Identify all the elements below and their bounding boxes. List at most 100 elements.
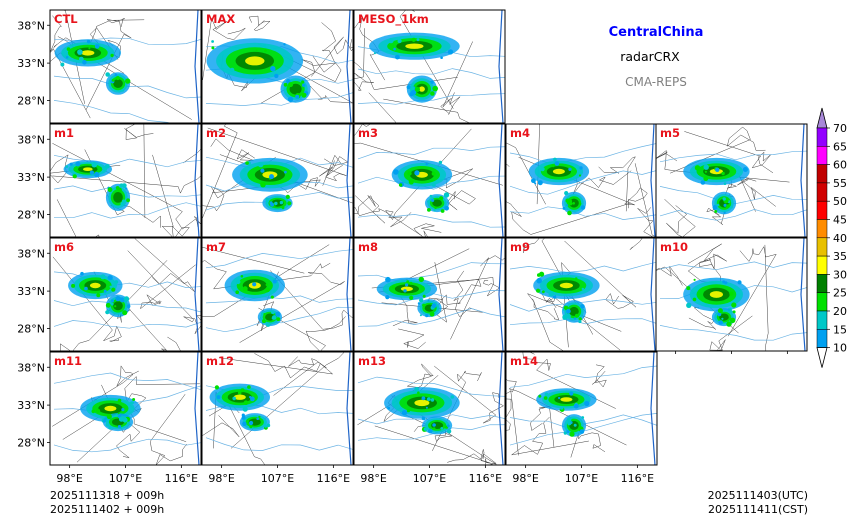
panel-label: m13: [358, 354, 386, 368]
colorbar-swatch: [816, 292, 828, 312]
colorbar-extend-min: [816, 347, 828, 368]
lon-tick-label: 107°E: [565, 472, 598, 485]
panel-frame: [201, 237, 354, 352]
coastline: [650, 124, 656, 237]
panel-label: MAX: [206, 12, 235, 26]
coastline: [346, 10, 352, 123]
rivers: [357, 146, 505, 228]
radar-echo: [391, 160, 453, 190]
radar-echo: [425, 192, 450, 213]
rivers: [205, 249, 353, 333]
lon-tick-label: 107°E: [109, 472, 142, 485]
lat-tick-label: 33°N: [17, 399, 45, 412]
valid-utc-label: 2025111403(UTC): [708, 489, 808, 502]
panel-background: [50, 238, 201, 351]
radar-echo: [369, 32, 460, 60]
map-panel: m10: [655, 237, 808, 354]
colorbar-level-label: 45: [833, 214, 847, 227]
radar-echo: [105, 72, 131, 95]
province-boundaries: [506, 124, 657, 237]
colorbar-swatch: [816, 329, 828, 348]
province-boundaries: [371, 248, 505, 349]
colorbar-level-label: 65: [833, 140, 847, 153]
panel-frame: [353, 9, 506, 124]
colorbar-level-label: 10: [833, 342, 847, 355]
coastline: [346, 238, 352, 351]
panel-label: CTL: [54, 12, 78, 26]
radar-echo: [536, 388, 597, 412]
colorbar-level-label: 55: [833, 177, 847, 190]
lon-tick-label: 98°E: [360, 472, 386, 485]
panel-frame: [353, 123, 506, 238]
coastline: [650, 352, 656, 465]
radar-echo: [232, 157, 308, 192]
map-panel: m2: [201, 123, 354, 238]
colorbar-level-label: 20: [833, 305, 847, 318]
init-utc-label: 2025111318 + 009h: [50, 489, 164, 502]
panel-label: m14: [510, 354, 538, 368]
colorbar-swatch: [816, 146, 828, 165]
radar-echo: [384, 387, 460, 419]
lat-tick-label: 28°N: [17, 94, 45, 107]
colorbar-level-label: 40: [833, 232, 847, 245]
radar-echo: [239, 413, 271, 432]
colorbar-swatch: [816, 127, 828, 147]
lon-tick-label: 98°E: [208, 472, 234, 485]
colorbar-swatch: [816, 200, 828, 220]
coastline: [194, 124, 200, 237]
panel-frame: [201, 123, 354, 238]
coastline: [498, 238, 504, 351]
colorbar-swatch: [816, 310, 828, 330]
panel-label: m2: [206, 126, 226, 140]
panel-frame: [49, 9, 202, 124]
radar-echo: [683, 277, 750, 312]
colorbar-level-label: 35: [833, 250, 847, 263]
colorbar-level-label: 25: [833, 287, 847, 300]
radar-echo: [711, 308, 737, 327]
panel-label: m10: [660, 240, 688, 254]
lat-tick-label: 28°N: [17, 208, 45, 221]
colorbar-swatch: [816, 164, 828, 184]
coastline: [498, 124, 504, 237]
map-panel: m1 38°N 33°N 28°N: [17, 123, 202, 238]
map-panel: m5: [655, 123, 808, 238]
coastline: [194, 10, 200, 123]
map-panel: m4: [505, 123, 658, 238]
colorbar-level-label: 50: [833, 195, 847, 208]
lon-tick-label: 98°E: [56, 472, 82, 485]
lon-tick-label: 98°E: [512, 472, 538, 485]
panel-frame: [49, 237, 202, 352]
panel-label: m5: [660, 126, 680, 140]
radar-echo: [105, 183, 131, 211]
lon-tick-label: 107°E: [413, 472, 446, 485]
panel-label: m7: [206, 240, 226, 254]
radar-echo: [561, 191, 587, 216]
radar-echo: [206, 38, 304, 84]
colorbar-swatch: [816, 237, 828, 257]
radar-echo: [224, 269, 285, 302]
map-panel: m9: [505, 237, 658, 352]
map-panel: m12 98°E 107°E 116°E: [201, 351, 354, 485]
rivers: [509, 261, 657, 326]
panel-frame: [201, 9, 354, 124]
map-panel: CTL 38°N 33°N 28°N: [17, 9, 202, 124]
radar-echo: [376, 276, 438, 301]
panel-frame: [655, 123, 808, 238]
map-panel: MESO_1km: [353, 9, 506, 124]
radar-echo: [533, 271, 600, 300]
rivers: [509, 143, 657, 220]
colorbar: 70 65 60 55 50 45 40 35 30 25 20 15 10: [816, 107, 847, 368]
radar-echo: [417, 298, 442, 318]
map-panel: m8: [353, 237, 506, 352]
lat-tick-label: 33°N: [17, 57, 45, 70]
radar-echo: [280, 75, 311, 103]
colorbar-level-label: 70: [833, 122, 847, 135]
coastline: [800, 238, 806, 351]
radar-echo: [262, 194, 293, 213]
map-panel: MAX: [201, 9, 354, 124]
panel-label: m3: [358, 126, 378, 140]
coastline: [650, 238, 656, 351]
lon-tick-label: 116°E: [469, 472, 502, 485]
coastline: [194, 352, 200, 465]
